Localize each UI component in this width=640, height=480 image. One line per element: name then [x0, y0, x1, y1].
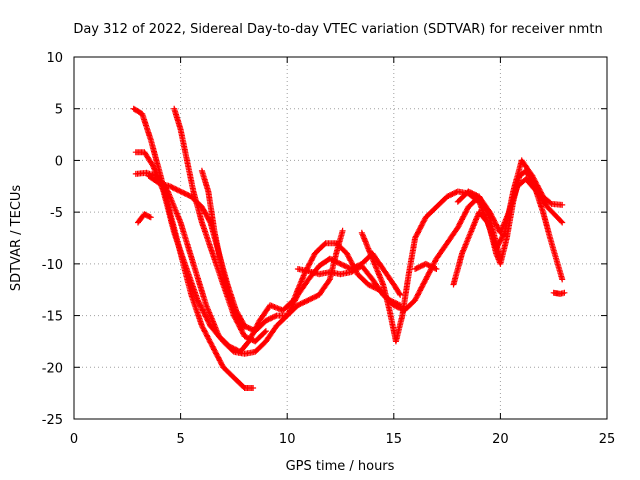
y-tick-label: 10 — [46, 51, 63, 66]
series-track-13 — [550, 289, 568, 297]
x-axis-label: GPS time / hours — [286, 459, 395, 474]
series-track-2 — [132, 149, 404, 357]
y-tick-label: -20 — [42, 361, 63, 376]
series-track-12 — [454, 176, 566, 236]
plus-markers — [132, 149, 404, 357]
y-tick-label: 5 — [55, 103, 63, 118]
y-tick-label: -10 — [42, 258, 63, 273]
series-track-3 — [132, 169, 404, 355]
plus-markers — [412, 260, 440, 272]
y-tick-label: 0 — [55, 154, 63, 169]
plus-markers — [198, 167, 246, 332]
y-tick-label: -5 — [50, 206, 63, 221]
series-track-7 — [198, 167, 246, 332]
series-track-5 — [171, 105, 269, 345]
axis-ticks: 0 5 10 15 20 25 -25 -20 -15 -10 -5 0 5 10 — [42, 51, 616, 447]
plus-markers — [550, 289, 568, 297]
x-tick-label: 10 — [279, 432, 296, 447]
x-tick-label: 20 — [492, 432, 509, 447]
x-tick-label: 25 — [599, 432, 616, 447]
plus-markers — [171, 105, 269, 345]
grid-lines — [74, 57, 607, 419]
y-tick-label: -15 — [42, 310, 63, 325]
x-tick-label: 15 — [386, 432, 403, 447]
y-axis-label: SDTVAR / TECUs — [9, 185, 24, 292]
plot-frame — [73, 56, 608, 420]
chart-title: Day 312 of 2022, Sidereal Day-to-day VTE… — [73, 22, 602, 37]
x-tick-label: 5 — [176, 432, 184, 447]
plus-markers — [132, 169, 404, 355]
series-track-4 — [135, 211, 154, 226]
series-track-10 — [412, 260, 440, 272]
y-tick-label: -25 — [42, 413, 63, 428]
plus-markers — [135, 211, 154, 226]
x-tick-label: 0 — [70, 432, 78, 447]
data-markers — [130, 105, 568, 391]
plus-markers — [454, 176, 566, 236]
